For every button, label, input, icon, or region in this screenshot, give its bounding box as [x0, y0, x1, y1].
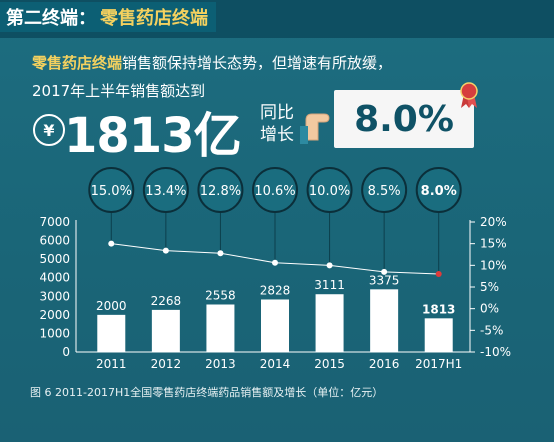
growth-card: 8.0% — [334, 90, 474, 148]
bar-value-label: 2828 — [260, 283, 291, 297]
growth-label: 12.8% — [200, 184, 241, 199]
yoy-label: 同比 增长 — [260, 102, 300, 146]
growth-label: 15.0% — [91, 184, 132, 199]
bar — [261, 299, 289, 352]
bar-value-label: 2000 — [96, 299, 127, 313]
growth-bubble — [306, 167, 353, 213]
growth-point — [108, 240, 115, 247]
intro-line-2: 2017年上半年销售额达到 — [32, 82, 206, 100]
growth-point — [162, 247, 169, 254]
x-tick-label: 2013 — [205, 357, 236, 371]
y-left-tick-label: 7000 — [39, 215, 70, 229]
hand-icon — [300, 113, 330, 144]
x-tick-label: 2014 — [260, 357, 291, 371]
yoy-label-line-1: 同比 — [260, 103, 294, 123]
growth-bubble — [197, 167, 244, 213]
growth-label: 8.0% — [421, 184, 457, 199]
growth-point — [217, 250, 224, 257]
x-tick-label: 2011 — [96, 357, 127, 371]
y-right-tick-label: -5% — [480, 323, 503, 337]
section-label: 第二终端： — [6, 8, 96, 29]
x-tick-label: 2012 — [151, 357, 182, 371]
y-right-tick-label: 15% — [480, 237, 507, 251]
growth-label: 8.5% — [368, 184, 401, 199]
growth-bubble — [88, 167, 135, 213]
growth-point — [272, 259, 278, 266]
growth-label: 10.0% — [309, 184, 350, 199]
section-heading: 第二终端： 零售药店终端 — [0, 2, 216, 32]
bar — [151, 309, 180, 352]
x-tick-label: 2015 — [314, 357, 345, 371]
y-right-tick-label: 5% — [480, 280, 499, 294]
growth-bubble — [361, 167, 408, 213]
bar — [424, 318, 453, 352]
bar — [370, 289, 399, 352]
growth-point — [435, 271, 442, 277]
y-right-tick-label: -10% — [480, 345, 511, 359]
bar — [97, 314, 126, 352]
y-right-tick-label: 10% — [480, 258, 507, 272]
award-ribbon-icon — [460, 82, 478, 108]
growth-label: 10.6% — [254, 184, 295, 199]
intro-highlight: 零售药店终端 — [32, 54, 123, 72]
bar — [315, 294, 344, 352]
bar-value-label: 3111 — [314, 278, 345, 292]
y-left-tick-label: 3000 — [39, 289, 70, 303]
y-left-tick-label: 1000 — [39, 326, 70, 340]
yoy-label-line-2: 增长 — [260, 125, 294, 145]
intro-line-1: 零售药店终端销售额保持增长态势，但增速有所放缓， — [32, 52, 392, 73]
y-left-tick-label: 2000 — [39, 308, 70, 322]
bar-value-label: 2558 — [205, 288, 236, 302]
bar-value-label: 3375 — [369, 273, 400, 287]
intro-text: 销售额保持增长态势，但增速有所放缓， — [122, 54, 393, 72]
growth-label: 13.4% — [145, 184, 186, 199]
growth-bubble — [252, 167, 298, 213]
bar-value-label: 1813 — [422, 302, 455, 316]
y-left-tick-label: 5000 — [39, 252, 70, 266]
y-left-tick-label: 6000 — [39, 234, 70, 248]
y-right-tick-label: 0% — [480, 302, 499, 316]
sales-chart: 0 1000 2000 3000 4000 5000 6000 7000 -10% -5% 0% 5%… — [39, 167, 511, 371]
sales-total: 1813亿 — [64, 108, 242, 164]
growth-bubble — [415, 167, 462, 213]
y-right-tick-label: 20% — [480, 215, 507, 229]
growth-point — [326, 262, 333, 269]
bar-value-label: 2268 — [151, 294, 182, 308]
chart-caption: 图 6 2011-2017H1全国零售药店终端药品销售额及增长（单位：亿元） — [30, 386, 384, 399]
section-title: 零售药店终端 — [100, 8, 208, 29]
x-tick-label: 2016 — [369, 357, 400, 371]
y-left-tick-label: 4000 — [39, 271, 70, 285]
bar — [206, 304, 235, 352]
yuan-coin-icon: ¥ — [33, 114, 65, 146]
x-tick-label: 2017H1 — [415, 357, 462, 371]
y-left-tick-label: 0 — [62, 345, 70, 359]
growth-point — [381, 268, 388, 275]
growth-bubble — [142, 167, 189, 213]
